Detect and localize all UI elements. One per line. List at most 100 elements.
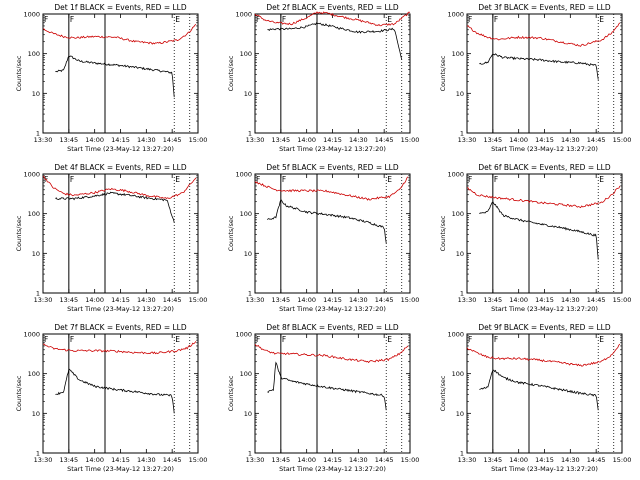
x-tick-label: 13:45 [59, 456, 78, 464]
y-tick-label: 10 [32, 90, 40, 98]
marker-label-f: F [282, 175, 286, 184]
x-tick-label: 15:00 [189, 136, 208, 144]
y-tick-label: 10 [456, 90, 464, 98]
x-tick-label: 15:00 [401, 136, 420, 144]
y-tick-label: 1000 [235, 11, 252, 19]
x-tick-label: 14:45 [587, 136, 606, 144]
x-tick-label: 14:45 [163, 456, 182, 464]
x-axis-label: Start Time (23-May-12 13:27:20) [279, 465, 386, 473]
x-axis-label: Start Time (23-May-12 13:27:20) [491, 145, 598, 153]
x-tick-label: 14:00 [509, 296, 528, 304]
x-tick-label: 13:45 [483, 296, 502, 304]
marker-label-f: F [494, 175, 498, 184]
y-axis-label: Counts/sec [227, 375, 235, 411]
y-axis-label: Counts/sec [439, 215, 447, 251]
x-tick-label: 13:30 [458, 456, 477, 464]
series-line-events [479, 369, 599, 411]
y-tick-label: 1 [460, 130, 464, 138]
x-tick-label: 13:30 [246, 136, 265, 144]
marker-label-f: F [256, 175, 260, 184]
x-tick-label: 15:00 [189, 296, 208, 304]
y-tick-label: 1000 [447, 331, 464, 339]
x-tick-label: 13:45 [271, 136, 290, 144]
y-tick-label: 10 [244, 410, 252, 418]
x-tick-label: 13:30 [246, 296, 265, 304]
marker-label-e: E [599, 15, 604, 24]
series-line-events [55, 191, 175, 223]
x-tick-label: 14:00 [509, 456, 528, 464]
y-tick-label: 100 [452, 210, 464, 218]
panel-title: Det 4f BLACK = Events, RED = LLD [54, 163, 187, 172]
marker-label-e: E [387, 175, 392, 184]
y-axis-label: Counts/sec [15, 215, 23, 251]
x-tick-label: 14:15 [111, 136, 130, 144]
x-tick-label: 13:30 [246, 456, 265, 464]
y-tick-label: 10 [456, 250, 464, 258]
x-tick-label: 13:45 [59, 296, 78, 304]
marker-label-e: E [599, 175, 604, 184]
x-axis-label: Start Time (23-May-12 13:27:20) [67, 305, 174, 313]
panel-det-3: Det 3f BLACK = Events, RED = LLD 1 10 100 10… [439, 3, 631, 153]
panel-title: Det 8f BLACK = Events, RED = LLD [266, 323, 399, 332]
series-line-events [267, 198, 387, 244]
y-tick-label: 100 [240, 370, 252, 378]
marker-label-e: E [599, 335, 604, 344]
plot-frame [254, 173, 411, 294]
series-line-events [267, 22, 403, 60]
x-axis-label: Start Time (23-May-12 13:27:20) [67, 465, 174, 473]
x-tick-label: 14:30 [561, 456, 580, 464]
y-tick-label: 10 [32, 410, 40, 418]
series-line-events [267, 361, 387, 411]
x-tick-label: 14:15 [323, 296, 342, 304]
x-axis-label: Start Time (23-May-12 13:27:20) [491, 305, 598, 313]
x-tick-label: 15:00 [401, 456, 420, 464]
x-tick-label: 13:45 [483, 456, 502, 464]
marker-label-e: E [387, 335, 392, 344]
y-tick-label: 1000 [235, 331, 252, 339]
panel-title: Det 1f BLACK = Events, RED = LLD [54, 3, 187, 12]
panel-det-2: Det 2f BLACK = Events, RED = LLD 1 10 100 10… [227, 3, 419, 153]
x-tick-label: 13:30 [34, 136, 53, 144]
plot-frame [466, 173, 623, 294]
y-tick-label: 1000 [23, 331, 40, 339]
x-tick-label: 13:30 [34, 296, 53, 304]
plot-frame [42, 173, 199, 294]
x-tick-label: 14:15 [535, 296, 554, 304]
marker-label-f: F [70, 15, 74, 24]
x-axis-label: Start Time (23-May-12 13:27:20) [279, 145, 386, 153]
y-axis-label: Counts/sec [227, 215, 235, 251]
series-line-lld [466, 185, 621, 209]
x-tick-label: 14:45 [587, 456, 606, 464]
y-axis-label: Counts/sec [15, 55, 23, 91]
series-line-lld [466, 343, 621, 367]
x-tick-label: 14:45 [375, 456, 394, 464]
x-tick-label: 13:30 [458, 136, 477, 144]
x-tick-label: 14:15 [323, 456, 342, 464]
x-tick-label: 15:00 [613, 136, 632, 144]
x-tick-label: 15:00 [613, 456, 632, 464]
series-line-events [479, 201, 599, 260]
x-tick-label: 13:45 [483, 136, 502, 144]
x-tick-label: 13:30 [34, 456, 53, 464]
x-tick-label: 15:00 [189, 456, 208, 464]
panel-title: Det 7f BLACK = Events, RED = LLD [54, 323, 187, 332]
x-tick-label: 14:30 [137, 296, 156, 304]
x-tick-label: 14:30 [137, 136, 156, 144]
y-tick-label: 100 [240, 50, 252, 58]
panel-title: Det 9f BLACK = Events, RED = LLD [478, 323, 611, 332]
y-tick-label: 1 [460, 290, 464, 298]
y-tick-label: 1 [248, 130, 252, 138]
x-tick-label: 14:30 [349, 296, 368, 304]
y-tick-label: 1 [36, 450, 40, 458]
y-tick-label: 1000 [235, 171, 252, 179]
x-tick-label: 14:30 [349, 136, 368, 144]
x-tick-label: 15:00 [401, 296, 420, 304]
y-axis-label: Counts/sec [439, 375, 447, 411]
x-tick-label: 14:15 [535, 456, 554, 464]
series-line-lld [42, 175, 197, 199]
y-tick-label: 1 [460, 450, 464, 458]
y-tick-label: 1 [36, 290, 40, 298]
marker-label-f: F [468, 335, 472, 344]
marker-label-f: F [44, 15, 48, 24]
